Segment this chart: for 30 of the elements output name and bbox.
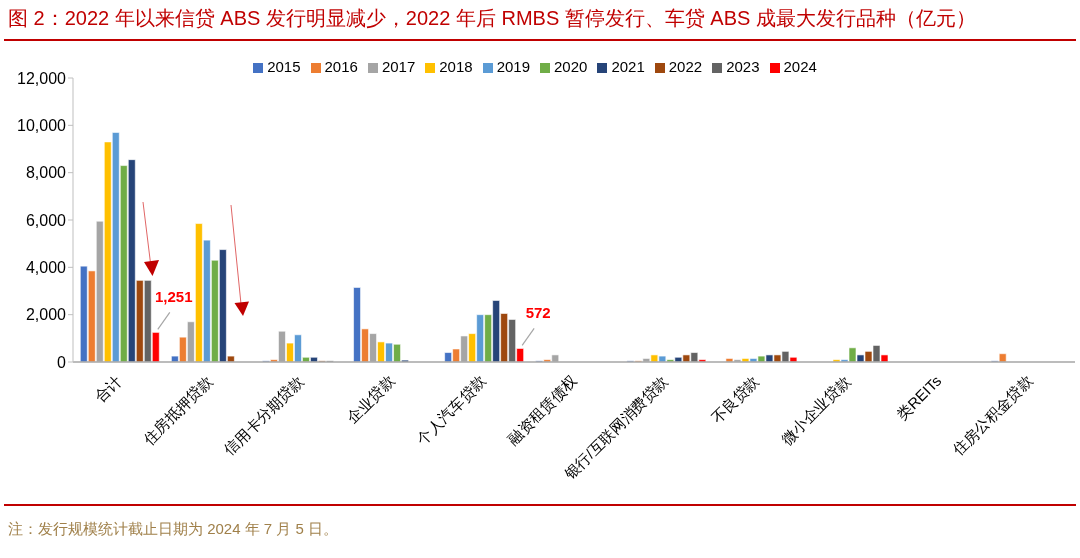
legend-label: 2021	[611, 58, 645, 75]
x-tick-label: 企业贷款	[343, 371, 398, 427]
x-tick-label: 合计	[91, 371, 125, 406]
legend-label: 2023	[726, 58, 760, 75]
legend-label: 2018	[439, 58, 473, 75]
x-tick-label: 微小企业贷款	[777, 371, 854, 448]
y-tick-label: 12,000	[17, 69, 67, 87]
x-tick-label: 信用卡分期贷款	[220, 371, 307, 459]
legend-label: 2020	[554, 58, 588, 75]
legend-label: 2017	[381, 58, 416, 75]
data-label: 1,251	[155, 288, 193, 306]
legend-label: 2019	[496, 58, 530, 75]
x-tick-label: 个人汽车贷款	[413, 371, 489, 448]
y-tick-label: 10,000	[17, 117, 67, 135]
legend-label: 2015	[267, 58, 301, 75]
x-tick-label: 住房公积金贷款	[948, 371, 1036, 459]
legend-label: 2024	[783, 58, 817, 75]
chart-title: 图 2：2022 年以来信贷 ABS 发行明显减少，2022 年后 RMBS 暂停发行、车贷 ABS 成最大发行品种（亿元）	[8, 6, 976, 31]
y-tick-label: 6,000	[25, 211, 67, 229]
legend-label: 2022	[668, 58, 703, 75]
y-tick-label: 4,000	[25, 259, 67, 277]
y-tick-label: 8,000	[25, 164, 67, 182]
data-label: 572	[525, 304, 551, 322]
legend-label: 2016	[324, 58, 358, 75]
x-tick-label: 融资租赁债权	[504, 371, 581, 448]
y-tick-label: 2,000	[25, 306, 67, 324]
y-tick-label: 0	[57, 353, 67, 371]
x-tick-label: 住房抵押贷款	[139, 371, 216, 449]
x-tick-label: 不良贷款	[707, 371, 763, 427]
text: 注：发行规模统计截止日期为 2024 年 7 月 5 日。	[8, 520, 339, 539]
